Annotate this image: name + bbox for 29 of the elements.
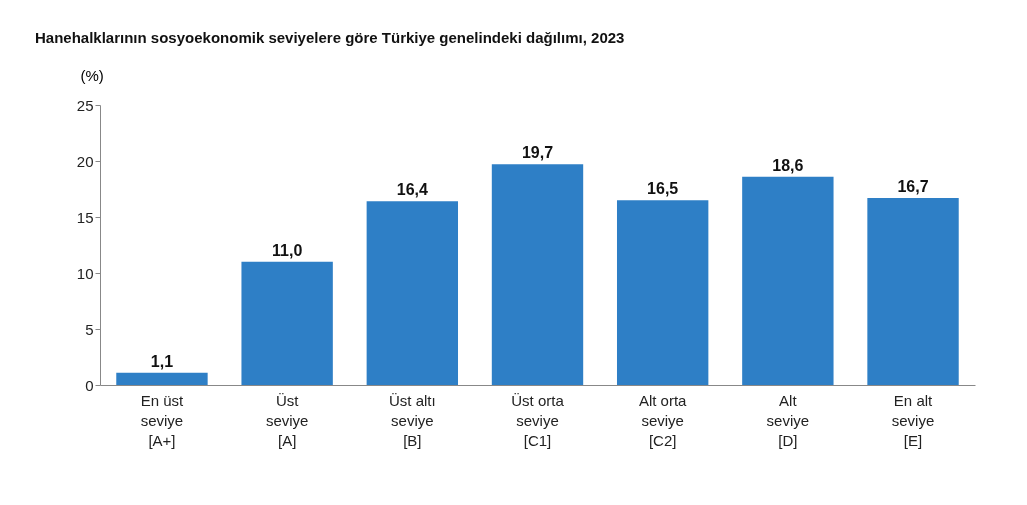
data-label: 16,5 (647, 180, 679, 198)
bar (366, 201, 459, 385)
y-tick-label: 15 (76, 208, 94, 226)
bar (116, 372, 208, 385)
data-label: 19,7 (521, 144, 554, 162)
y-tick-label: 5 (85, 320, 94, 338)
data-label: 11,0 (272, 241, 303, 259)
chart-title: Hanehalklarının sosyoekonomik seviyelere göre Türkiye genelindeki dağılımı, 2023 (35, 29, 625, 46)
bar (742, 176, 834, 385)
x-tick-label: Üst altı seviye [B] (388, 391, 436, 449)
y-tick-label: 25 (76, 96, 94, 114)
x-tick-label: Alt seviye [D] (766, 391, 810, 449)
x-tick-label: Üst seviye [A] (265, 391, 309, 449)
data-label: 16,4 (396, 181, 428, 199)
y-axis-title: (%) (80, 66, 104, 84)
bar (241, 261, 333, 385)
x-tick-label: Alt orta seviye [C2] (638, 391, 688, 449)
data-label: 16,7 (897, 177, 929, 195)
data-label: 1,1 (150, 352, 174, 370)
x-tick-label: En alt seviye [E] (891, 391, 935, 449)
data-label: 18,6 (772, 156, 804, 174)
bar (867, 197, 959, 385)
y-tick-label: 20 (76, 152, 94, 170)
y-tick-label: 0 (85, 376, 94, 394)
x-tick-label: En üst seviye [A+] (140, 391, 185, 449)
x-tick-label: Üst orta seviye [C1] (511, 391, 565, 449)
bar (491, 164, 584, 385)
bar (616, 200, 709, 385)
y-tick-label: 10 (76, 264, 94, 282)
